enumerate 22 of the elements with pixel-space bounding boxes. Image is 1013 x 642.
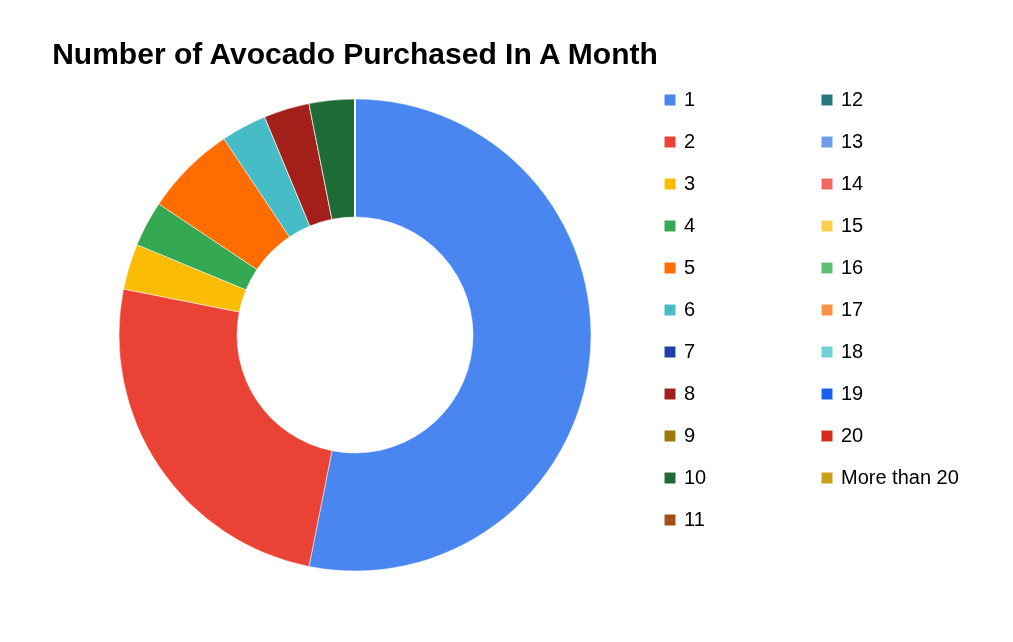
chart-title: Number of Avocado Purchased In A Month	[52, 37, 658, 70]
legend-label: 17	[841, 298, 864, 320]
legend-label: 4	[684, 214, 696, 236]
legend-label: 20	[841, 424, 864, 446]
legend-label: 11	[684, 508, 705, 530]
legend-label: 18	[841, 340, 864, 362]
legend-label: 10	[684, 466, 707, 488]
legend-label: 1	[684, 88, 696, 110]
legend-label: 13	[841, 130, 864, 152]
legend-label: 9	[684, 424, 696, 446]
legend-label: 14	[841, 172, 864, 194]
legend-label: 16	[841, 256, 864, 278]
legend-label: 5	[684, 256, 696, 278]
legend-label: 12	[841, 88, 864, 110]
legend-label: More than 20	[841, 466, 959, 488]
legend-label: 19	[841, 382, 864, 404]
legend-label: 8	[684, 382, 696, 404]
legend-label: 7	[684, 340, 696, 362]
legend-label: 15	[841, 214, 864, 236]
legend-label: 6	[684, 298, 696, 320]
legend-label: 3	[684, 172, 696, 194]
legend-label: 2	[684, 130, 696, 152]
